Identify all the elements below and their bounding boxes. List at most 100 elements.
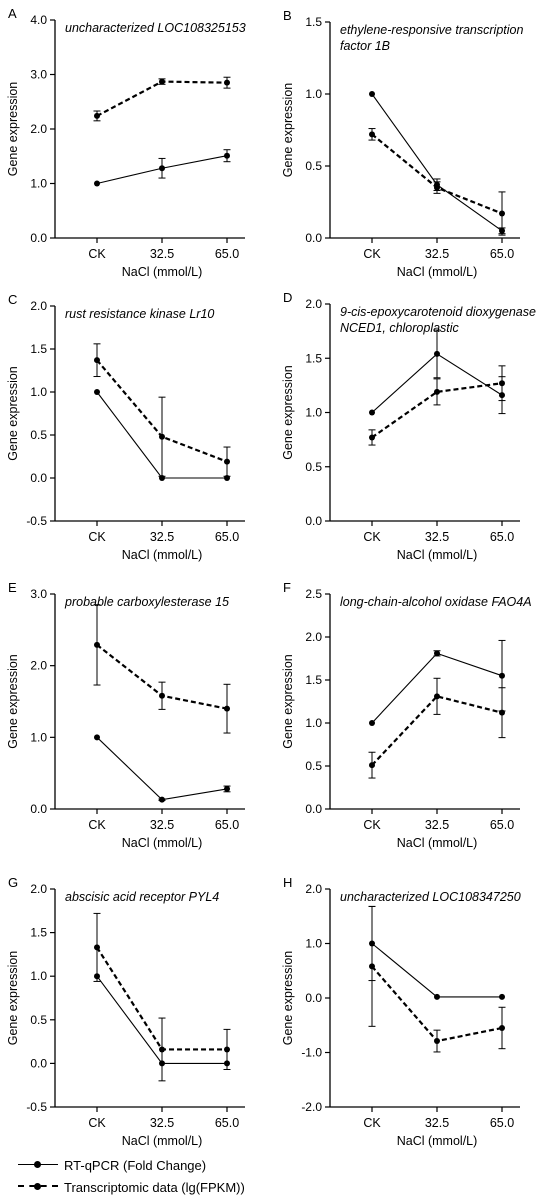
y-tick-label: 1.0 [305, 716, 322, 730]
y-tick-label: 3.0 [30, 68, 47, 82]
y-tick-label: 2.5 [305, 587, 322, 601]
data-point [434, 650, 440, 657]
data-point [159, 78, 165, 85]
x-tick-label: CK [363, 530, 381, 544]
data-point [369, 131, 375, 138]
x-axis-label: NaCl (mmol/L) [122, 265, 203, 279]
panel-label: D [283, 290, 292, 305]
data-point [224, 785, 230, 792]
x-tick-label: 32.5 [150, 247, 174, 261]
series-line-rt-qpcr [371, 93, 503, 232]
data-point [499, 709, 505, 716]
panel-label: H [283, 875, 292, 890]
data-point [499, 380, 505, 387]
data-point [224, 1046, 230, 1053]
series-line-rt-qpcr [96, 736, 228, 801]
data-point [224, 705, 230, 712]
data-point [94, 357, 100, 364]
y-tick-label: 1.5 [305, 351, 322, 365]
x-tick-label: 32.5 [150, 818, 174, 832]
data-point [224, 152, 230, 159]
y-axis-label: Gene expression [281, 654, 295, 749]
y-tick-label: 0.0 [305, 231, 322, 245]
x-axis-label: NaCl (mmol/L) [397, 836, 478, 850]
series-line-transcriptomic [96, 80, 228, 117]
x-axis-label: NaCl (mmol/L) [397, 1134, 478, 1148]
chart-title: ethylene-responsive transcription factor … [340, 23, 523, 53]
x-axis-label: NaCl (mmol/L) [122, 548, 203, 562]
x-tick-label: CK [88, 818, 106, 832]
x-tick-label: 32.5 [150, 1116, 174, 1130]
panel-label: B [283, 8, 292, 23]
panel-label: C [8, 292, 17, 307]
data-point [94, 112, 100, 119]
y-tick-label: 0.0 [305, 514, 322, 528]
x-tick-label: CK [363, 247, 381, 261]
data-point [499, 672, 505, 679]
series-line-rt-qpcr [371, 943, 502, 998]
data-point [434, 993, 440, 1000]
data-point [369, 762, 375, 769]
data-point [94, 944, 100, 951]
data-point [434, 1038, 440, 1045]
y-tick-label: 1.5 [30, 926, 47, 940]
y-axis-label: Gene expression [281, 83, 295, 178]
y-tick-label: 0.0 [30, 802, 47, 816]
y-tick-label: 1.0 [30, 730, 47, 744]
y-tick-label: 2.0 [30, 659, 47, 673]
legend-label-transcriptomic: Transcriptomic data (lg(FPKM)) [64, 1179, 245, 1195]
y-tick-label: -0.5 [26, 1100, 47, 1114]
y-tick-label: 2.0 [305, 297, 322, 311]
data-point [94, 734, 100, 741]
panel-label: E [8, 580, 17, 595]
x-tick-label: 32.5 [425, 1116, 449, 1130]
chart-panel-d: D 9-cis-epoxycarotenoid dioxygenase NCED1,… [281, 290, 536, 562]
y-axis-label: Gene expression [6, 951, 20, 1046]
y-tick-label: 1.5 [305, 673, 322, 687]
y-axis-label: Gene expression [6, 366, 20, 461]
x-tick-label: 65.0 [215, 530, 239, 544]
data-point [369, 963, 375, 970]
x-tick-label: 32.5 [150, 530, 174, 544]
x-tick-label: 65.0 [490, 247, 514, 261]
y-tick-label: 1.5 [305, 15, 322, 29]
x-axis-label: NaCl (mmol/L) [122, 1134, 203, 1148]
data-point [224, 79, 230, 86]
y-tick-label: 2.0 [30, 882, 47, 896]
chart-title: uncharacterized LOC108325153 [65, 21, 246, 35]
chart-title: 9-cis-epoxycarotenoid dioxygenase NCED1, … [340, 305, 536, 335]
data-point [369, 434, 375, 441]
data-point [159, 433, 165, 440]
y-tick-label: 0.0 [305, 802, 322, 816]
y-tick-label: 0.0 [305, 991, 322, 1005]
data-point [499, 1024, 505, 1031]
y-tick-label: 0.5 [30, 1013, 47, 1027]
data-point [369, 91, 375, 97]
y-axis-label: Gene expression [281, 365, 295, 460]
panel-label: A [8, 6, 17, 21]
data-point [159, 796, 165, 803]
y-tick-label: 2.0 [305, 630, 322, 644]
panel-label: F [283, 580, 291, 595]
x-tick-label: CK [88, 530, 106, 544]
data-point [94, 641, 100, 648]
chart-title: long-chain-alcohol oxidase FAO4A [340, 595, 532, 609]
data-point [94, 389, 100, 395]
data-point [159, 165, 165, 172]
y-tick-label: 1.0 [30, 385, 47, 399]
y-tick-label: 0.0 [30, 471, 47, 485]
x-tick-label: 65.0 [215, 247, 239, 261]
data-point [94, 180, 100, 187]
y-axis-label: Gene expression [6, 82, 20, 177]
y-tick-label: 0.0 [30, 1056, 47, 1070]
series-line-transcriptomic [371, 382, 503, 439]
y-tick-label: 0.0 [30, 231, 47, 245]
y-tick-label: 4.0 [30, 13, 47, 27]
x-axis-label: NaCl (mmol/L) [122, 836, 203, 850]
x-tick-label: 65.0 [490, 818, 514, 832]
y-axis-label: Gene expression [6, 654, 20, 749]
data-point [159, 1046, 165, 1053]
data-point [369, 409, 375, 416]
chart-title: rust resistance kinase Lr10 [65, 307, 214, 321]
